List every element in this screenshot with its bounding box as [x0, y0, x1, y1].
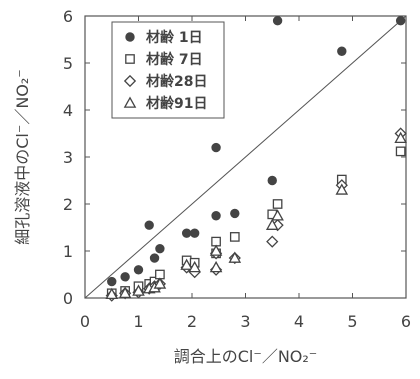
data-point [211, 211, 221, 221]
data-point [209, 260, 223, 273]
data-point [265, 218, 279, 230]
legend-marker [123, 96, 137, 108]
y-tick-label: 0 [63, 289, 73, 308]
legend-label: 材齢28日 [146, 73, 207, 90]
data-point [189, 228, 200, 238]
data-point [229, 232, 240, 242]
data-point [272, 199, 283, 209]
data-point [180, 258, 193, 270]
reference-line-y-equals-x [84, 15, 407, 299]
series-4 [105, 131, 407, 300]
data-point [230, 208, 240, 219]
data-point [120, 272, 130, 282]
data-point [132, 284, 145, 296]
reference-line-layer [84, 15, 407, 299]
y-axis-title: 細孔溶液中のCl⁻／NO₂⁻ [13, 69, 32, 245]
data-point [395, 146, 406, 157]
data-point [181, 228, 192, 238]
data-point [272, 16, 283, 26]
data-point [153, 277, 167, 289]
legend-label: 材齢 1日 [146, 29, 203, 46]
data-point [395, 16, 406, 26]
legend-marker [125, 32, 135, 42]
x-axis-title: 調合上のCl⁻／NO₂⁻ [174, 347, 318, 366]
data-point [144, 220, 154, 230]
legend-marker [123, 74, 137, 88]
x-tick-label: 4 [294, 312, 304, 331]
x-tick-label: 3 [240, 312, 250, 331]
x-tick-label: 6 [401, 312, 411, 331]
data-point [271, 209, 284, 221]
data-point [133, 265, 144, 275]
y-tick-label: 1 [63, 242, 73, 261]
x-tick-label: 1 [133, 312, 143, 331]
data-point [118, 286, 132, 299]
data-point [105, 287, 119, 300]
x-tick-label: 2 [187, 312, 197, 331]
y-tick-label: 5 [63, 54, 73, 73]
data-point [209, 244, 223, 256]
data-point [228, 251, 242, 263]
data-point [267, 175, 277, 186]
data-points-layer [105, 16, 407, 302]
y-tick-label: 2 [63, 195, 73, 214]
x-tick-label: 0 [80, 312, 90, 331]
y-tick-label: 3 [63, 148, 73, 167]
ticks-layer: 0 1 2 3 4 5 6 0 1 2 3 4 5 6 [63, 7, 411, 331]
series-3 [105, 127, 407, 302]
data-point [211, 142, 221, 153]
data-point [335, 183, 349, 195]
series-1 [107, 16, 406, 287]
y-tick-label: 4 [63, 101, 73, 120]
y-tick-label: 6 [63, 7, 73, 26]
x-tick-label: 5 [347, 312, 357, 331]
data-point [394, 131, 407, 144]
data-point [149, 253, 160, 263]
legend-label: 材齢91日 [146, 95, 207, 112]
data-point [155, 243, 165, 254]
data-point [107, 276, 117, 287]
data-point [188, 260, 201, 273]
data-point [266, 235, 279, 248]
legend-label: 材齢 7日 [146, 51, 203, 68]
legend-marker [125, 54, 135, 64]
data-point [337, 46, 347, 56]
